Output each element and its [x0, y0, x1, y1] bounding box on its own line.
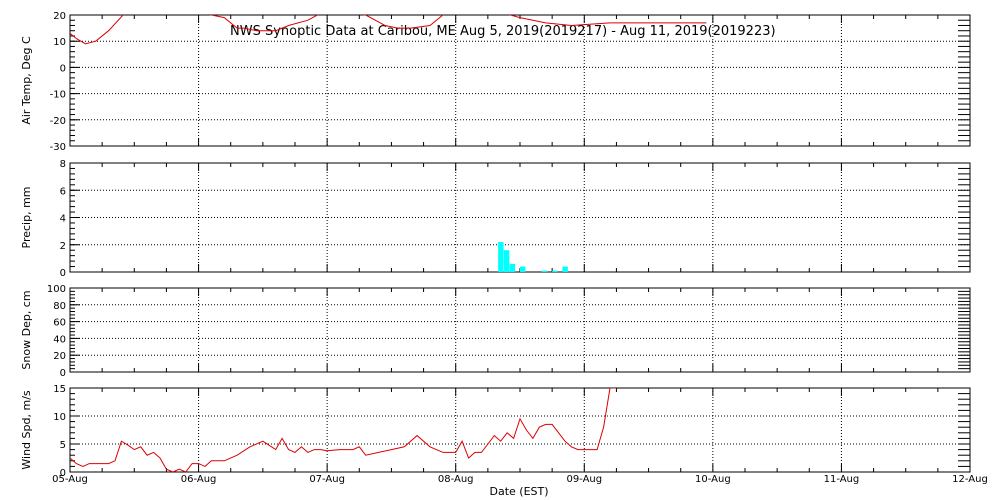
- x-tick-label: 11-Aug: [824, 474, 860, 485]
- precip-bar: [541, 270, 548, 272]
- precip-bar: [509, 263, 516, 272]
- precip-bar: [503, 250, 510, 272]
- chart-title: NWS Synoptic Data at Caribou, ME Aug 5, …: [230, 24, 776, 39]
- y-tick-label: 6: [60, 186, 66, 197]
- y-axis-label: Air Temp, Deg C: [20, 36, 33, 125]
- x-tick-label: 09-Aug: [566, 474, 602, 485]
- panel-frame: [69, 287, 971, 373]
- precip-bar: [552, 270, 558, 272]
- y-tick-label: 0: [60, 368, 66, 379]
- panel-frame: [69, 14, 971, 147]
- y-tick-label: 0: [60, 468, 66, 479]
- x-tick-label: 07-Aug: [309, 474, 345, 485]
- y-axis-label: Precip, mm: [20, 187, 33, 249]
- x-tick-label: 08-Aug: [438, 474, 474, 485]
- x-tick-label: 06-Aug: [181, 474, 217, 485]
- y-axis-label: Snow Dep, cm: [20, 290, 33, 369]
- y-tick-label: -20: [50, 116, 66, 127]
- y-tick-label: -30: [50, 142, 66, 153]
- y-tick-label: 2: [60, 241, 66, 252]
- y-tick-label: 4: [60, 214, 66, 225]
- y-axis-label: Wind Spd, m/s: [20, 390, 33, 470]
- y-tick-label: 10: [53, 412, 66, 423]
- y-tick-label: -10: [50, 90, 66, 101]
- series-line: [70, 15, 707, 45]
- y-tick-label: 80: [53, 301, 66, 312]
- precip-bar: [520, 266, 526, 272]
- y-tick-label: 0: [60, 63, 66, 74]
- precip-bar: [498, 242, 504, 272]
- y-tick-label: 15: [53, 384, 66, 395]
- y-tick-label: 5: [60, 440, 66, 451]
- series-line: [70, 388, 617, 472]
- y-tick-label: 20: [53, 11, 66, 22]
- x-tick-label: 10-Aug: [695, 474, 731, 485]
- y-tick-label: 0: [60, 268, 66, 279]
- x-tick-label: 05-Aug: [52, 474, 88, 485]
- y-tick-label: 40: [53, 334, 66, 345]
- y-tick-label: 10: [53, 37, 66, 48]
- x-tick-label: 12-Aug: [952, 474, 988, 485]
- x-axis-label: Date (EST): [489, 485, 548, 498]
- y-tick-label: 20: [53, 351, 66, 362]
- y-tick-label: 60: [53, 318, 66, 329]
- y-tick-label: 100: [47, 284, 66, 295]
- panel-frame: [69, 387, 971, 473]
- y-tick-label: 8: [60, 159, 66, 170]
- precip-bar: [562, 266, 568, 272]
